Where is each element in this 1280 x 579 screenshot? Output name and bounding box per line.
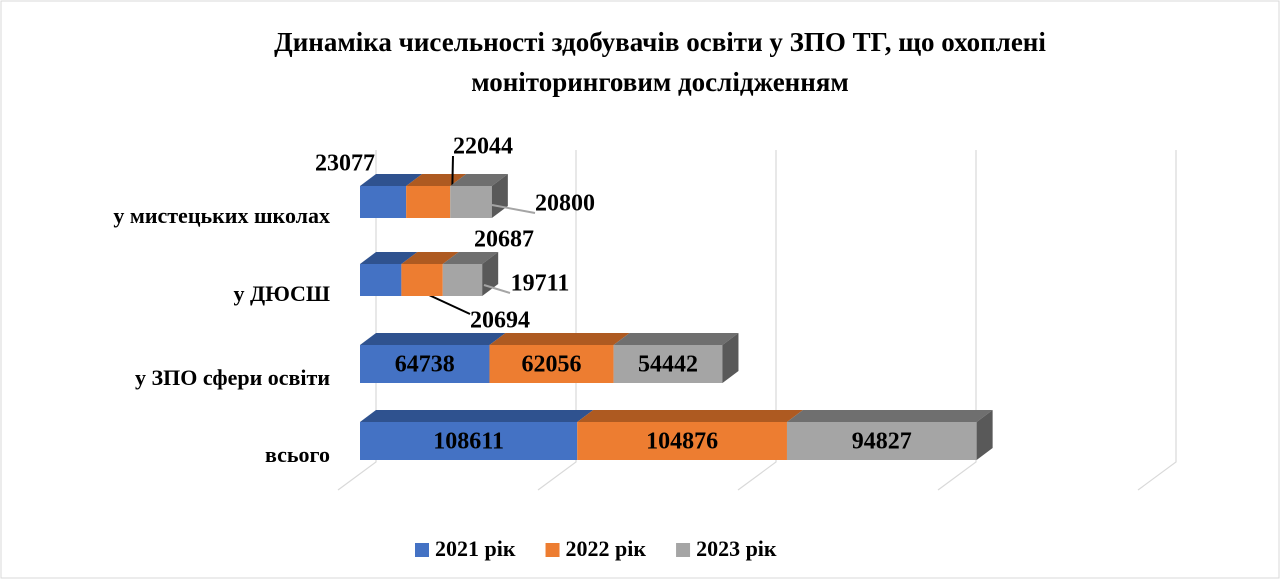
bar-side <box>722 333 739 383</box>
legend-swatch <box>545 543 560 557</box>
bar-segment <box>786 410 993 460</box>
bar-front <box>406 186 451 218</box>
bar-segment <box>401 252 459 296</box>
bar-front <box>577 422 787 460</box>
y-tick-label: у ДЮСШ <box>234 281 330 306</box>
bar-top <box>360 174 423 186</box>
bar-top <box>450 174 508 186</box>
data-label: 23077 <box>315 151 375 177</box>
legend-swatch <box>676 543 691 557</box>
y-tick-label: у ЗПО сфери освіти <box>135 365 330 390</box>
bar-top <box>577 410 803 422</box>
bar-top <box>786 410 993 422</box>
data-label: 108611 <box>433 429 504 455</box>
bar-segment <box>577 410 803 460</box>
data-label: 20694 <box>470 308 530 334</box>
bar-top <box>401 252 459 264</box>
y-tick-label: у мистецьких школах <box>113 203 330 228</box>
legend-label: 2022 рік <box>566 536 647 561</box>
data-label: 20800 <box>535 191 595 217</box>
data-label: 20687 <box>474 227 534 253</box>
grid-line <box>1137 150 1177 491</box>
grid-line <box>737 150 777 491</box>
leader-line <box>483 284 511 294</box>
y-tick-label: всього <box>265 442 330 467</box>
legend-label: 2023 рік <box>696 536 777 561</box>
bar-top <box>360 410 594 422</box>
data-label: 62056 <box>522 352 582 378</box>
grid-line <box>937 150 977 491</box>
bar-segment <box>360 174 423 218</box>
bar-front <box>360 186 407 218</box>
bar-top <box>406 174 467 186</box>
bar-segment <box>613 333 739 383</box>
bar-segment <box>360 252 418 296</box>
bar-top <box>489 333 630 345</box>
bar-side <box>976 410 993 460</box>
data-label: 19711 <box>511 271 570 297</box>
bar-front <box>360 422 578 460</box>
bar-front <box>489 345 614 383</box>
data-label: 64738 <box>395 352 455 378</box>
leader-line <box>491 204 536 214</box>
bar-front <box>360 345 490 383</box>
data-label: 54442 <box>638 352 698 378</box>
bar-top <box>613 333 739 345</box>
data-label: 22044 <box>453 134 513 160</box>
legend-swatch <box>415 543 429 557</box>
chart-title: Динаміка чисельності здобувачів освіти у… <box>274 27 1046 97</box>
legend-label: 2021 рік <box>435 536 516 561</box>
bar-segment <box>360 333 506 383</box>
bar-front <box>613 345 723 383</box>
data-label: 94827 <box>852 429 912 455</box>
grid-line <box>537 150 577 491</box>
bar-segment <box>406 174 467 218</box>
bar-top <box>360 333 506 345</box>
data-label: 104876 <box>646 429 718 455</box>
bar-segment <box>360 410 594 460</box>
bar-top <box>442 252 499 264</box>
bar-segment <box>489 333 630 383</box>
bar-front <box>786 422 977 460</box>
bar-front <box>360 264 402 296</box>
bar-front <box>450 186 492 218</box>
bar-front <box>401 264 443 296</box>
bar-segment <box>450 174 508 218</box>
bar-front <box>442 264 483 296</box>
bar-segment <box>442 252 499 296</box>
bar-top <box>360 252 418 264</box>
